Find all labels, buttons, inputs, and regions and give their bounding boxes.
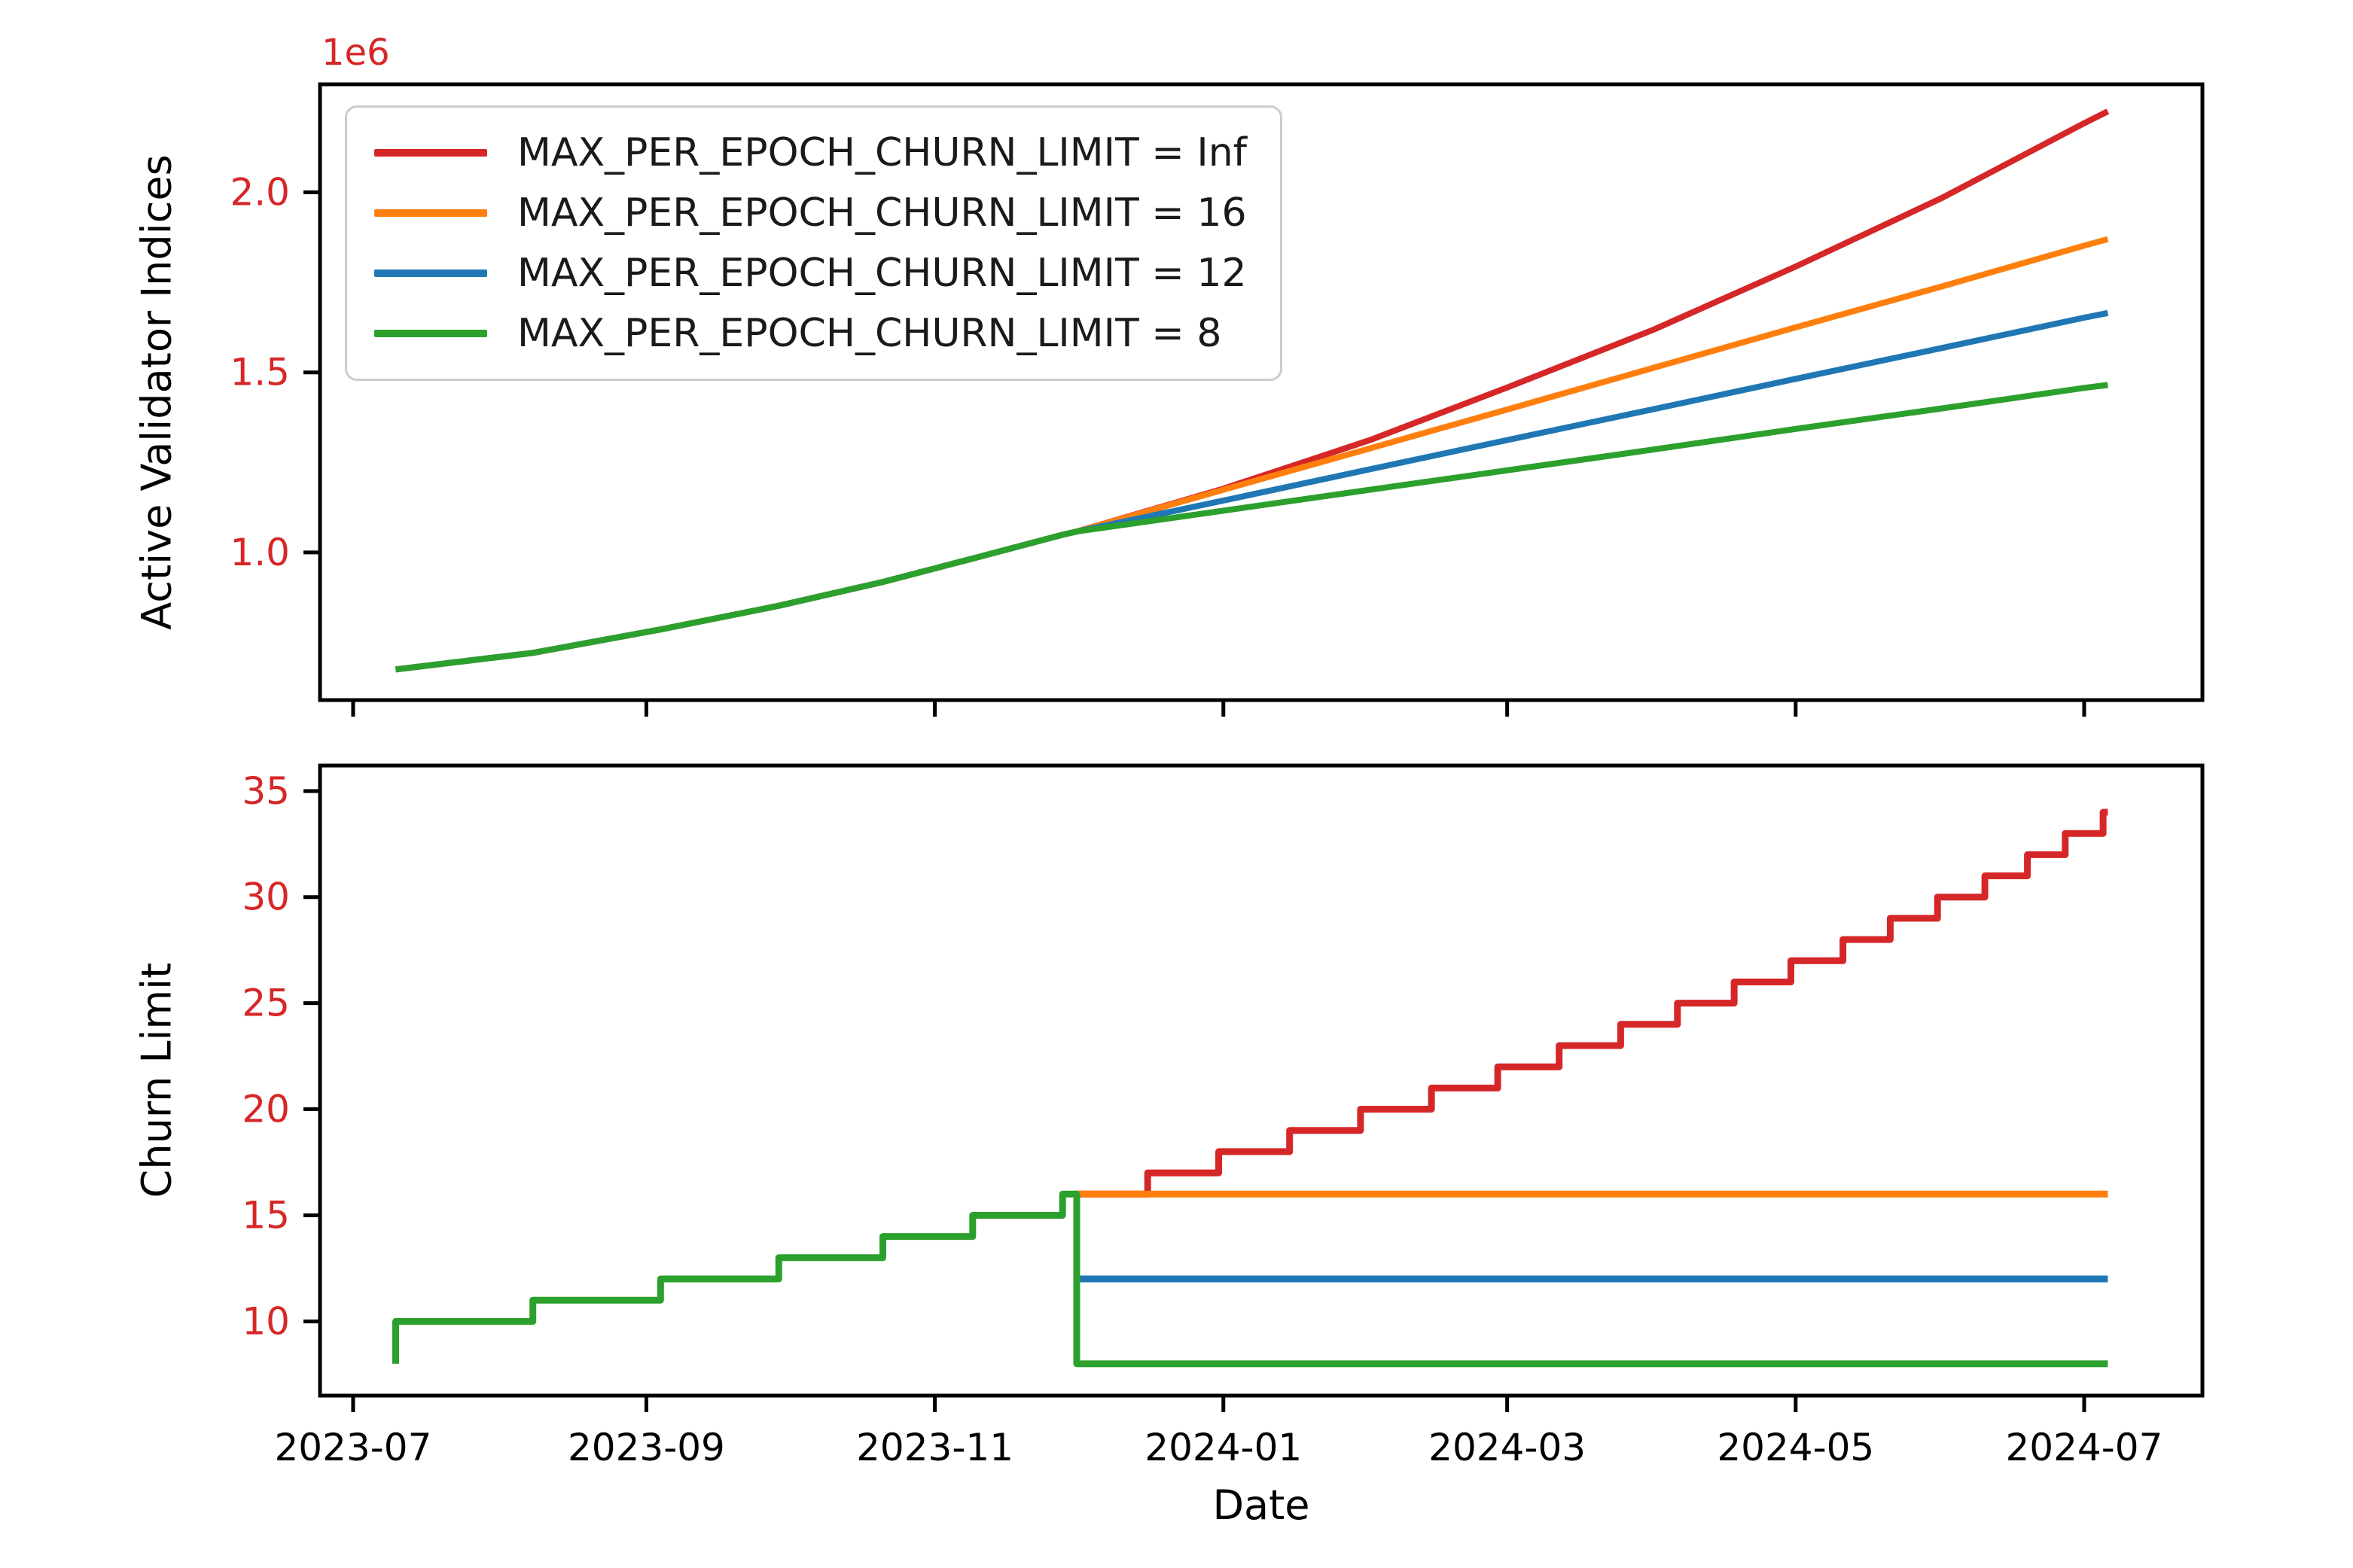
legend-label: MAX_PER_EPOCH_CHURN_LIMIT = 16 [517,190,1247,236]
x-tick-label: 2023-11 [856,1426,1013,1469]
y-axis-offset-label: 1e6 [322,32,390,74]
x-tick-label: 2024-07 [2006,1426,2163,1469]
top-chart: 1.0 1.5 2.0 [230,82,2205,717]
bottom-chart-y-axis-title: Churn Limit [133,962,181,1198]
y-tick-label: 2.0 [230,171,290,215]
y-tick-label: 15 [242,1193,290,1237]
x-tick-label: 2024-01 [1144,1426,1302,1469]
series-line [392,1190,2108,1368]
y-tick-label: 1.0 [230,531,290,574]
y-tick-label: 10 [242,1299,290,1343]
legend-item: MAX_PER_EPOCH_CHURN_LIMIT = 12 [374,251,1247,296]
x-tick-label: 2023-07 [275,1426,432,1469]
series-line [1077,808,2108,1198]
top-chart-y-axis-title: Active Validator Indices [133,154,181,630]
series-line [395,382,2108,673]
plot-box [318,763,2205,1398]
plot-box [318,82,2205,702]
legend-label: MAX_PER_EPOCH_CHURN_LIMIT = 12 [517,251,1247,296]
legend-item: MAX_PER_EPOCH_CHURN_LIMIT = 16 [374,190,1247,236]
legend-line-sample-red [374,149,487,157]
legend-label: MAX_PER_EPOCH_CHURN_LIMIT = 8 [517,311,1222,356]
legend-item: MAX_PER_EPOCH_CHURN_LIMIT = Inf [374,130,1247,175]
y-tick-label: 1.5 [230,351,290,394]
legend-line-sample-green [374,330,487,337]
x-tick-label: 2024-05 [1717,1426,1874,1469]
x-tick-label: 2023-09 [568,1426,725,1469]
legend: MAX_PER_EPOCH_CHURN_LIMIT = Inf MAX_PER_… [345,105,1282,381]
bottom-chart: 2023-07 2023-09 2023-11 2024-01 2024-03 2024-… [242,763,2205,1469]
y-tick-label: 30 [242,875,290,919]
legend-line-sample-blue [374,269,487,277]
legend-line-sample-orange [374,209,487,217]
y-tick-label: 25 [242,982,290,1025]
y-tick-label: 35 [242,769,290,813]
x-tick-label: 2024-03 [1428,1426,1586,1469]
y-tick-label: 20 [242,1088,290,1131]
legend-label: MAX_PER_EPOCH_CHURN_LIMIT = Inf [517,130,1247,175]
legend-item: MAX_PER_EPOCH_CHURN_LIMIT = 8 [374,311,1247,356]
x-axis-title: Date [1212,1481,1310,1529]
